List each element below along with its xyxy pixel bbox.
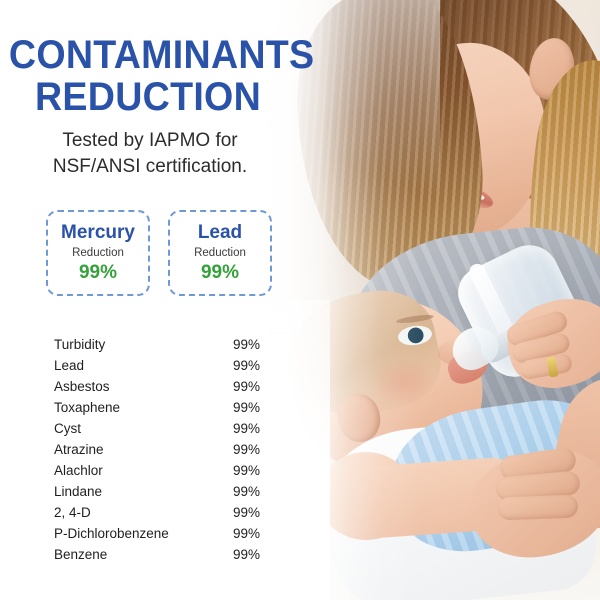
badge-subtitle: Reduction [72,247,124,259]
photo-fade-bottom [0,300,330,600]
badge-title: Lead [197,222,243,243]
table-row: Turbidity 99% [54,334,260,355]
contaminant-value: 99% [232,505,260,520]
badge-title: Mercury [61,222,135,243]
contaminant-name: Alachlor [54,463,103,478]
contaminant-value: 99% [232,484,260,499]
contaminant-name: P-Dichlorobenzene [54,526,169,541]
headline-line-2: REDUCTION [34,75,262,119]
badge-mercury: Mercury Reduction 99% [46,210,150,296]
contaminant-name: Asbestos [54,379,110,394]
table-row: Alachlor 99% [54,460,260,481]
table-row: Lindane 99% [54,481,260,502]
contaminant-value: 99% [232,400,260,415]
table-row: Toxaphene 99% [54,397,260,418]
table-row: P-Dichlorobenzene 99% [54,523,260,544]
contaminant-name: Lead [54,358,85,373]
headline-line-1: CONTAMINANTS [8,33,315,77]
contaminant-value: 99% [232,442,260,457]
contaminant-value: 99% [232,547,260,562]
contaminant-name: Toxaphene [54,400,121,415]
contaminant-value: 99% [232,421,260,436]
contaminant-value: 99% [232,358,260,373]
contaminant-value: 99% [232,463,260,478]
subtitle-line-2: NSF/ANSI certification. [52,156,248,177]
table-row: Benzene 99% [54,544,260,565]
contaminants-table: Turbidity 99% Lead 99% Asbestos 99% Toxa… [54,334,260,565]
table-row: Lead 99% [54,355,260,376]
contaminant-name: Lindane [54,484,103,499]
badge-value: 99% [200,262,240,283]
contaminant-name: Atrazine [54,442,104,457]
table-row: Atrazine 99% [54,439,260,460]
table-row: 2, 4-D 99% [54,502,260,523]
contaminant-name: Benzene [54,547,108,562]
badge-subtitle: Reduction [194,247,246,259]
table-row: Asbestos 99% [54,376,260,397]
contaminant-name: Turbidity [54,337,106,352]
contaminant-value: 99% [232,379,260,394]
subtitle-line-1: Tested by IAPMO for [62,130,238,151]
page-title: CONTAMINANTS REDUCTION [9,34,314,119]
contaminant-value: 99% [232,526,260,541]
table-row: Cyst 99% [54,418,260,439]
badge-lead: Lead Reduction 99% [168,210,272,296]
contaminant-value: 99% [232,337,260,352]
badge-value: 99% [78,262,118,283]
reduction-badges: Mercury Reduction 99% Lead Reduction 99% [46,210,272,296]
contaminant-name: Cyst [54,421,81,436]
contaminant-name: 2, 4-D [54,505,91,520]
subtitle: Tested by IAPMO for NSF/ANSI certificati… [0,128,300,180]
